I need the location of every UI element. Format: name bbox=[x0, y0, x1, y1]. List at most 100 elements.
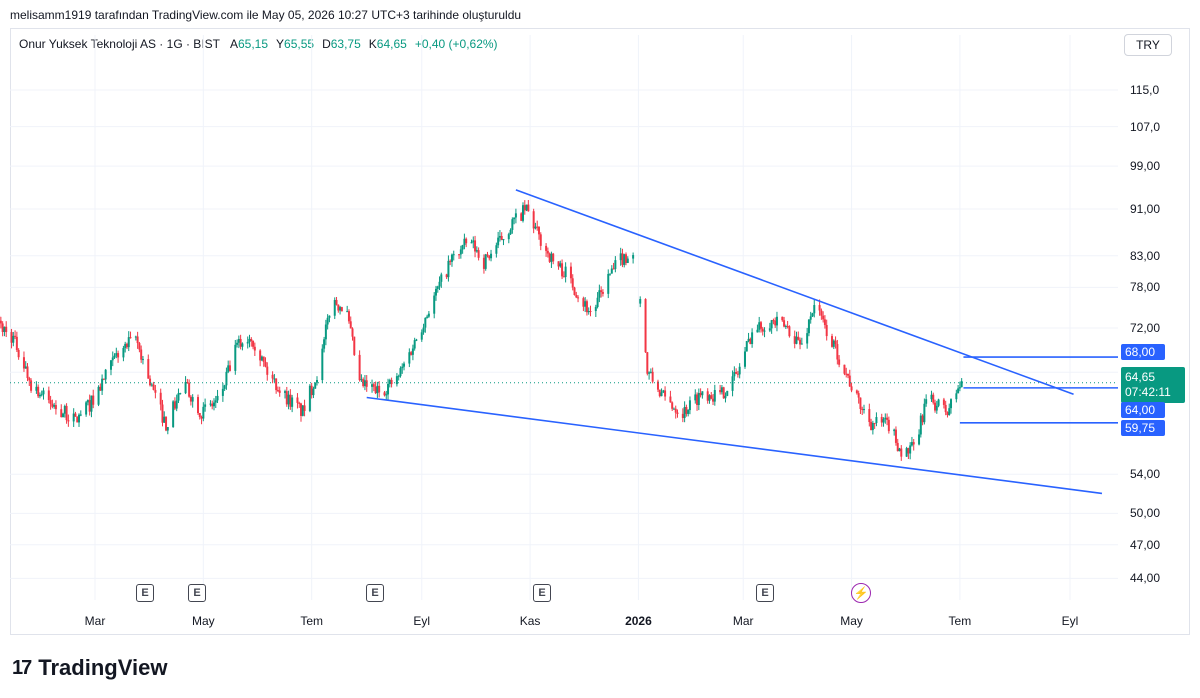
candle-body bbox=[165, 416, 168, 431]
candle-body bbox=[383, 392, 386, 396]
high-value: 65,55 bbox=[284, 37, 315, 51]
candle-body bbox=[896, 442, 899, 452]
candle-body bbox=[843, 364, 846, 374]
candle-body bbox=[498, 236, 501, 238]
candle-body bbox=[204, 404, 207, 407]
low-value: 63,75 bbox=[330, 37, 361, 51]
earnings-event-icon[interactable]: E bbox=[533, 584, 551, 602]
candle-body bbox=[214, 400, 217, 403]
earnings-event-icon[interactable]: E bbox=[366, 584, 384, 602]
open-value: 65,15 bbox=[238, 37, 269, 51]
trendline bbox=[515, 189, 1074, 396]
candle-body bbox=[76, 416, 79, 423]
candle-body bbox=[101, 378, 104, 391]
candle-body bbox=[436, 286, 439, 289]
time-tick-label: Mar bbox=[732, 614, 754, 628]
candle-body bbox=[514, 213, 517, 218]
candle-body bbox=[276, 390, 279, 392]
candle-body bbox=[278, 390, 281, 393]
candle-body bbox=[136, 336, 139, 344]
candle-body bbox=[202, 406, 205, 419]
candle-body bbox=[163, 416, 166, 423]
candle-body bbox=[619, 253, 622, 261]
candle-body bbox=[388, 379, 391, 384]
tradingview-logo[interactable]: 17 TradingView bbox=[12, 655, 167, 681]
candle-body bbox=[575, 295, 578, 298]
currency-button[interactable]: TRY bbox=[1124, 34, 1172, 56]
candle-body bbox=[26, 366, 29, 379]
lightning-icon[interactable]: ⚡ bbox=[851, 583, 871, 603]
candle-body bbox=[587, 311, 590, 313]
candle-body bbox=[799, 339, 802, 345]
candle-body bbox=[363, 380, 366, 386]
candle-body bbox=[882, 419, 885, 423]
earnings-event-icon[interactable]: E bbox=[756, 584, 774, 602]
candle-body bbox=[113, 355, 116, 358]
candle-body bbox=[209, 403, 212, 405]
time-tick-label: Mar bbox=[84, 614, 106, 628]
candle-body bbox=[887, 419, 890, 432]
candle-body bbox=[744, 351, 746, 367]
candle-body bbox=[557, 261, 560, 267]
candle-body bbox=[395, 376, 398, 385]
candle-body bbox=[749, 338, 752, 345]
candle-body bbox=[601, 292, 604, 294]
candle-body bbox=[719, 390, 722, 393]
time-tick-label: May bbox=[191, 614, 215, 628]
candle-body bbox=[845, 373, 848, 375]
candle-body bbox=[905, 448, 908, 457]
candle-body bbox=[674, 408, 677, 413]
earnings-event-icon[interactable]: E bbox=[188, 584, 206, 602]
candle-body bbox=[685, 407, 688, 414]
candle-body bbox=[303, 405, 306, 411]
candle-body bbox=[511, 219, 514, 230]
candle-body bbox=[731, 376, 734, 391]
candle-body bbox=[697, 392, 700, 405]
candle-body bbox=[712, 398, 715, 402]
symbol-title[interactable]: Onur Yuksek Teknoloji AS · 1G · BIST bbox=[19, 37, 220, 51]
candle-body bbox=[688, 400, 691, 411]
candle-body bbox=[374, 386, 377, 394]
candle-body bbox=[221, 388, 224, 396]
candle-body bbox=[745, 341, 748, 352]
candle-body bbox=[859, 397, 862, 409]
candle-body bbox=[262, 356, 265, 362]
candle-body bbox=[539, 234, 542, 246]
candle-body bbox=[10, 332, 13, 343]
candle-body bbox=[154, 389, 157, 393]
candle-body bbox=[275, 378, 278, 391]
candle-body bbox=[811, 313, 814, 317]
candle-body bbox=[786, 326, 789, 328]
candle-body bbox=[644, 299, 647, 353]
candle-body bbox=[102, 378, 105, 380]
candle-body bbox=[681, 413, 684, 418]
candle-body bbox=[198, 413, 201, 417]
candle-body bbox=[152, 384, 155, 390]
candle-body bbox=[600, 290, 603, 293]
candle-body bbox=[42, 390, 45, 395]
candle-body bbox=[523, 205, 526, 211]
candle-body bbox=[463, 238, 466, 246]
candle-body bbox=[909, 445, 912, 454]
candle-body bbox=[486, 254, 489, 256]
trendline bbox=[366, 396, 1103, 495]
candle-body bbox=[177, 393, 180, 401]
earnings-event-icon[interactable]: E bbox=[136, 584, 154, 602]
bar-countdown: 07:42:11 bbox=[1125, 385, 1171, 399]
candle-body bbox=[632, 255, 635, 259]
candle-body bbox=[910, 442, 913, 446]
candle-body bbox=[797, 336, 800, 340]
candle-body bbox=[573, 287, 576, 296]
candle-body bbox=[449, 260, 452, 262]
candle-body bbox=[122, 348, 125, 358]
candle-body bbox=[79, 414, 82, 416]
candle-body bbox=[475, 250, 478, 252]
candle-body bbox=[125, 343, 128, 348]
candle-body bbox=[751, 332, 754, 345]
candle-body bbox=[300, 403, 303, 416]
candle-body bbox=[315, 380, 318, 383]
candle-body bbox=[458, 254, 461, 256]
candle-body bbox=[237, 338, 240, 343]
candle-body bbox=[847, 373, 850, 376]
